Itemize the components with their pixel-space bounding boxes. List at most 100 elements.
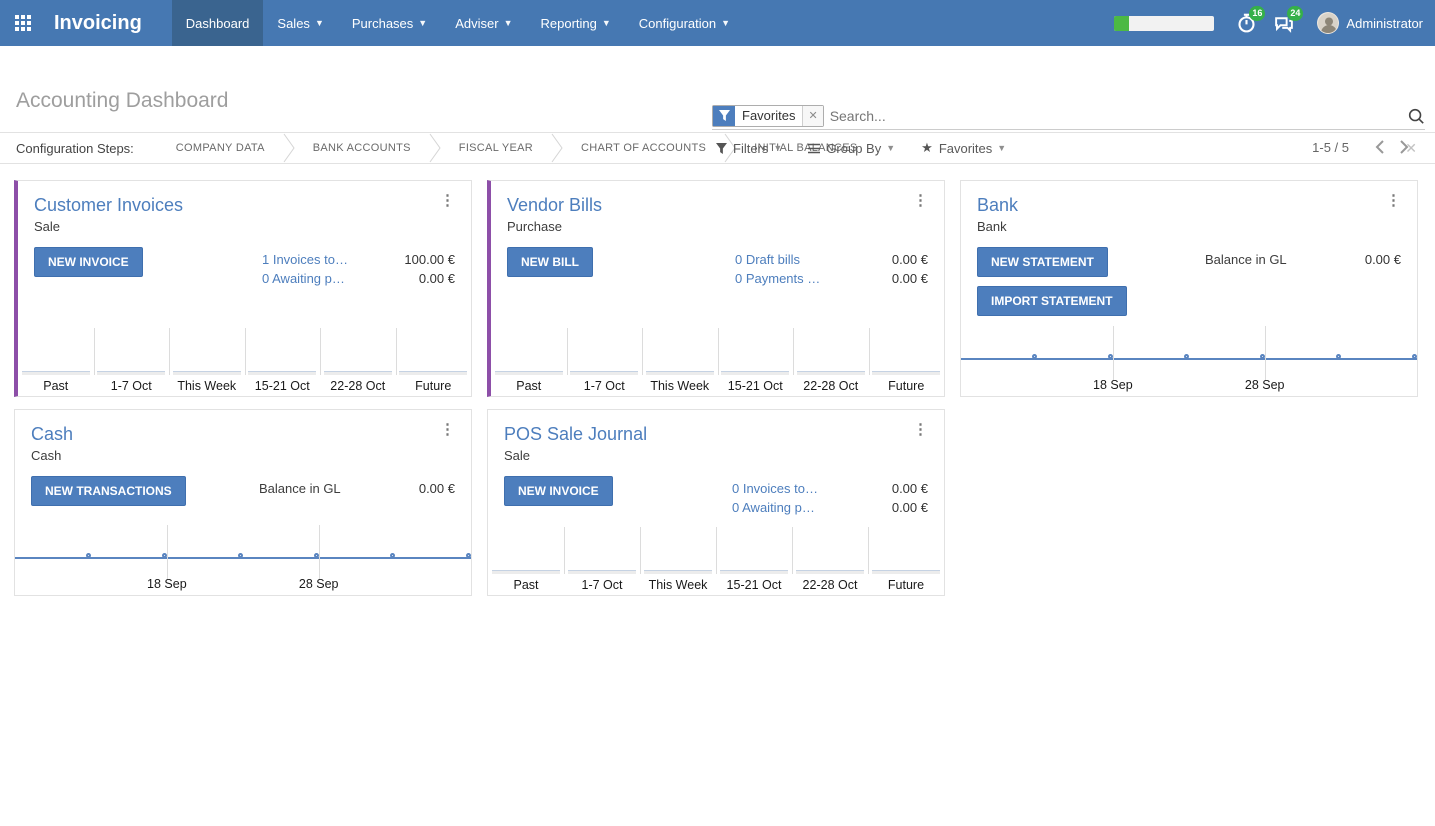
search-input[interactable] [829, 107, 1401, 124]
balance-in-gl-label: Balance in GL [1205, 252, 1287, 267]
step-bank-accounts[interactable]: BANK ACCOUNTS [312, 142, 411, 154]
spark-axis-label: 28 Sep [298, 577, 339, 591]
import-statement-button[interactable]: IMPORT STATEMENT [977, 286, 1127, 316]
bar-category-label: 1-7 Oct [110, 379, 152, 393]
filters-button[interactable]: Filters ▼ [716, 141, 782, 156]
step-initial-balances[interactable]: INITIAL BALANCES [754, 142, 858, 154]
card-title[interactable]: POS Sale Journal [504, 424, 648, 444]
main-menu: Dashboard Sales ▼ Purchases ▼ Adviser ▼ Rep… [171, 0, 744, 46]
menu-configuration[interactable]: Configuration ▼ [638, 15, 731, 31]
bar-zero-strip [21, 371, 90, 375]
user-menu[interactable]: Administrator [1317, 12, 1423, 34]
journal-card-customer-invoices: ⋮ Customer Invoices Sale NEW INVOICE 1 I… [14, 180, 472, 397]
spark-axis-label: 28 Sep [1244, 378, 1285, 392]
new-invoice-button[interactable]: NEW INVOICE [504, 476, 613, 506]
menu-reporting[interactable]: Reporting ▼ [540, 15, 611, 31]
messages-chat-icon[interactable]: 24 [1273, 5, 1304, 34]
kebab-menu-icon[interactable]: ⋮ [913, 421, 928, 438]
menu-adviser[interactable]: Adviser ▼ [455, 15, 513, 31]
bar-zero-strip [399, 371, 468, 375]
step-fiscal-year[interactable]: FISCAL YEAR [458, 142, 534, 154]
invoices-to-validate-link[interactable]: 1 Invoices to… [262, 252, 348, 267]
menu-sales[interactable]: Sales ▼ [277, 15, 324, 31]
card-title[interactable]: Cash [31, 424, 74, 444]
step-chart-of-accounts[interactable]: CHART OF ACCOUNTS [581, 142, 707, 154]
search-magnifier-icon[interactable] [1407, 107, 1425, 125]
spark-axis-label: 18 Sep [1093, 378, 1133, 392]
bar-category-label: 15-21 Oct [727, 379, 783, 393]
app-brand[interactable]: Invoicing [54, 11, 142, 34]
invoices-to-validate-link[interactable]: 0 Invoices to… [732, 481, 818, 496]
spark-point [1259, 354, 1265, 359]
spark-point [390, 553, 395, 558]
activities-clock-icon[interactable]: 16 [1236, 5, 1266, 34]
spark-point [313, 553, 319, 558]
kebab-menu-icon[interactable]: ⋮ [913, 192, 928, 209]
new-bill-button[interactable]: NEW BILL [507, 247, 593, 277]
star-icon: ★ [921, 140, 933, 155]
bar-category-label: Past [513, 578, 539, 592]
control-panel: Accounting Dashboard Favorites ✕ Filters… [0, 46, 1435, 156]
spark-gridline [318, 525, 320, 579]
payments-link[interactable]: 0 Payments … [735, 271, 821, 286]
search-options-row: Filters ▼ Group By ▼ ★ Favorites ▼ [716, 140, 1032, 156]
chevron-down-icon: ▼ [721, 18, 731, 28]
bar-category: This Week [642, 320, 718, 396]
bar-zero-strip [97, 371, 166, 375]
bar-category-label: This Week [650, 379, 710, 393]
card-subtitle: Bank [977, 219, 1007, 234]
journal-mini-chart: 18 Sep 28 Sep [15, 519, 471, 595]
spark-point [238, 553, 243, 558]
bar-category: 15-21 Oct [716, 519, 792, 595]
draft-bills-link[interactable]: 0 Draft bills [735, 252, 801, 267]
pager-previous-icon[interactable] [1367, 138, 1392, 156]
facet-label: Favorites [735, 105, 803, 126]
kebab-menu-icon[interactable]: ⋮ [440, 192, 455, 209]
bar-category-label: Future [888, 379, 925, 393]
messages-badge: 24 [1287, 5, 1304, 21]
configuration-steps-bar: Configuration Steps: COMPANY DATA BANK A… [0, 132, 1435, 164]
spark-gridline [1112, 326, 1114, 380]
pager-next-icon[interactable] [1392, 138, 1417, 156]
menu-dashboard[interactable]: Dashboard [171, 0, 264, 46]
group-by-button[interactable]: Group By ▼ [808, 141, 895, 156]
new-invoice-button[interactable]: NEW INVOICE [34, 247, 143, 277]
favorites-button[interactable]: ★ Favorites ▼ [921, 140, 1007, 156]
step-company-data[interactable]: COMPANY DATA [175, 142, 265, 154]
filter-funnel-icon [716, 142, 727, 154]
apps-grid-icon[interactable] [0, 0, 46, 46]
bar-category-label: Future [887, 578, 925, 592]
gamification-progress-bar [1114, 15, 1215, 31]
kebab-menu-icon[interactable]: ⋮ [440, 421, 455, 438]
accounting-dashboard: ⋮ Customer Invoices Sale NEW INVOICE 1 I… [0, 164, 1435, 596]
bar-zero-strip [567, 570, 637, 574]
chevron-down-icon: ▼ [314, 18, 324, 28]
search-facet-favorites[interactable]: Favorites ✕ [712, 104, 824, 127]
spark-line [15, 557, 471, 559]
new-transactions-button[interactable]: NEW TRANSACTIONS [31, 476, 186, 506]
card-title[interactable]: Vendor Bills [507, 195, 603, 215]
journal-card-pos-sale: ⋮ POS Sale Journal Sale NEW INVOICE 0 In… [487, 409, 945, 596]
config-steps-label: Configuration Steps: [16, 140, 134, 156]
progress-fill [1114, 15, 1130, 31]
facet-remove-icon[interactable]: ✕ [802, 105, 823, 126]
chevron-down-icon: ▼ [773, 143, 783, 153]
spark-point [1107, 354, 1113, 359]
awaiting-payments-link[interactable]: 0 Awaiting p… [262, 271, 345, 286]
kebab-menu-icon[interactable]: ⋮ [1386, 192, 1401, 209]
card-title[interactable]: Customer Invoices [34, 195, 184, 215]
awaiting-payments-link[interactable]: 0 Awaiting p… [732, 500, 815, 515]
bar-category-label: 22-28 Oct [803, 379, 859, 393]
chevron-down-icon: ▼ [503, 18, 513, 28]
spark-gridline [166, 525, 168, 579]
new-statement-button[interactable]: NEW STATEMENT [977, 247, 1108, 277]
bar-zero-strip [491, 570, 561, 574]
journal-mini-chart: Past 1-7 Oct This Week 15-21 Oct 22-28 Oct Fu… [491, 320, 944, 396]
card-title[interactable]: Bank [977, 195, 1019, 215]
bar-category: Future [868, 519, 944, 595]
bar-zero-strip [570, 371, 639, 375]
close-icon[interactable]: ✕ [1405, 139, 1417, 156]
menu-purchases[interactable]: Purchases ▼ [351, 15, 428, 31]
bar-category-label: 22-28 Oct [330, 379, 386, 393]
spark-point [1031, 354, 1037, 359]
